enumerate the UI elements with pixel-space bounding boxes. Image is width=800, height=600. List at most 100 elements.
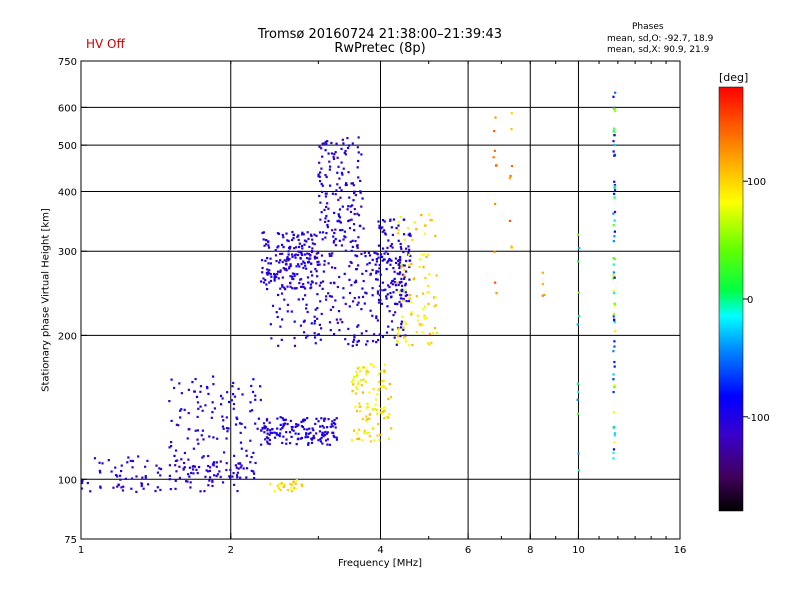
data-point: [229, 468, 232, 471]
data-point: [613, 385, 616, 389]
data-point: [360, 332, 363, 335]
data-point: [430, 341, 433, 344]
data-point: [301, 233, 304, 236]
data-point: [300, 244, 304, 248]
data-point: [249, 461, 252, 464]
data-point: [267, 246, 271, 249]
data-point: [393, 277, 396, 281]
data-point: [232, 483, 236, 486]
data-point: [386, 246, 389, 249]
data-point: [614, 330, 617, 333]
data-point: [362, 227, 365, 230]
data-point: [313, 256, 317, 260]
data-point: [356, 166, 359, 169]
data-point: [613, 360, 616, 364]
data-point: [360, 153, 363, 156]
data-point: [395, 281, 398, 285]
data-point: [383, 363, 386, 366]
data-point: [318, 430, 322, 433]
data-point: [294, 287, 297, 290]
data-point: [112, 486, 115, 489]
data-point: [236, 471, 239, 474]
data-point: [360, 439, 364, 442]
data-point: [413, 221, 416, 224]
data-point: [353, 212, 356, 216]
data-point: [612, 373, 615, 376]
data-point: [398, 264, 402, 267]
data-point: [362, 366, 365, 369]
data-point: [306, 231, 309, 234]
data-point: [331, 229, 334, 232]
data-point: [238, 462, 242, 465]
data-point: [144, 474, 147, 478]
data-point: [326, 426, 329, 429]
data-point: [281, 283, 284, 287]
data-point: [350, 439, 354, 442]
data-point: [338, 275, 341, 279]
data-point: [281, 252, 284, 255]
data-point: [213, 474, 216, 477]
data-point: [612, 263, 615, 266]
data-point: [213, 461, 216, 464]
data-point: [510, 164, 514, 168]
data-point: [282, 236, 285, 239]
data-point: [344, 183, 347, 187]
data-point: [283, 298, 286, 301]
data-point: [390, 295, 393, 298]
data-point: [279, 423, 282, 426]
data-point: [211, 480, 214, 483]
data-point: [226, 391, 229, 394]
data-point: [342, 296, 345, 299]
data-point: [202, 455, 205, 458]
data-point: [199, 490, 202, 493]
cluster-spike-10-mhz: [576, 233, 581, 472]
x-tick-label: 4: [377, 545, 383, 556]
data-point: [297, 245, 301, 249]
data-point: [225, 462, 228, 465]
data-point: [252, 477, 256, 480]
data-point: [373, 407, 377, 411]
data-point: [383, 220, 386, 223]
data-point: [612, 290, 615, 293]
data-point: [295, 246, 298, 249]
data-point: [402, 273, 405, 276]
data-point: [381, 230, 384, 233]
data-point: [271, 304, 275, 307]
data-point: [371, 258, 374, 261]
data-point: [380, 407, 383, 410]
data-point: [380, 255, 383, 259]
data-point: [196, 472, 199, 475]
data-point: [368, 434, 371, 438]
data-point: [310, 437, 313, 440]
data-point: [382, 379, 385, 382]
data-point: [99, 471, 102, 474]
data-point: [353, 208, 356, 211]
data-point: [342, 238, 345, 241]
data-point: [297, 298, 300, 301]
data-point: [219, 460, 222, 463]
data-point: [294, 256, 297, 259]
data-point: [612, 95, 615, 98]
data-point: [424, 276, 427, 279]
data-point: [392, 279, 395, 282]
data-point: [495, 292, 498, 295]
data-point: [348, 196, 351, 199]
data-point: [199, 405, 202, 408]
data-point: [399, 215, 402, 219]
data-point: [324, 439, 328, 442]
data-point: [189, 486, 192, 489]
data-point: [299, 437, 302, 440]
data-point: [269, 257, 272, 260]
data-point: [250, 456, 253, 459]
data-point: [357, 324, 360, 327]
data-point: [119, 469, 123, 473]
data-point: [381, 226, 384, 229]
data-point: [316, 293, 319, 296]
data-point: [371, 294, 374, 297]
data-point: [350, 261, 353, 265]
y-tick-label: 750: [58, 57, 77, 68]
data-point: [612, 292, 616, 295]
x-axis-label: Frequency [MHz]: [337, 558, 423, 569]
data-point: [343, 272, 346, 275]
data-point: [342, 142, 345, 145]
